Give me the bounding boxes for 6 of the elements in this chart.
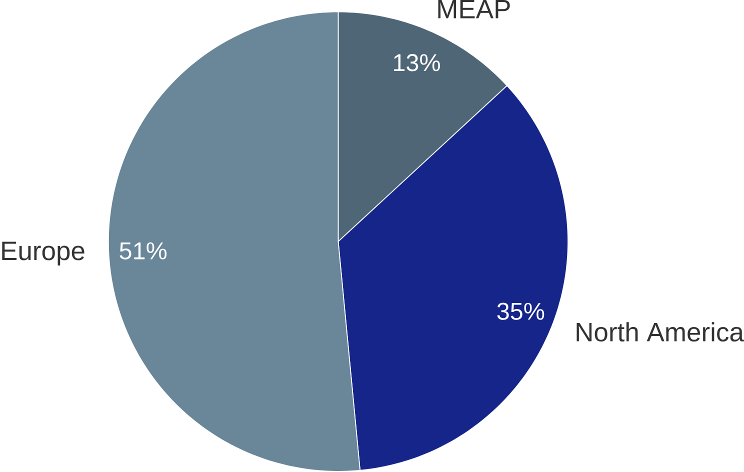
data-label: 51% [120, 242, 167, 260]
slice-label: Europe [2, 242, 84, 266]
data-label: 35% [497, 302, 544, 320]
data-label: 13% [394, 54, 440, 72]
slice-label: MEAP [438, 0, 510, 18]
slice-label: North America [576, 322, 744, 342]
